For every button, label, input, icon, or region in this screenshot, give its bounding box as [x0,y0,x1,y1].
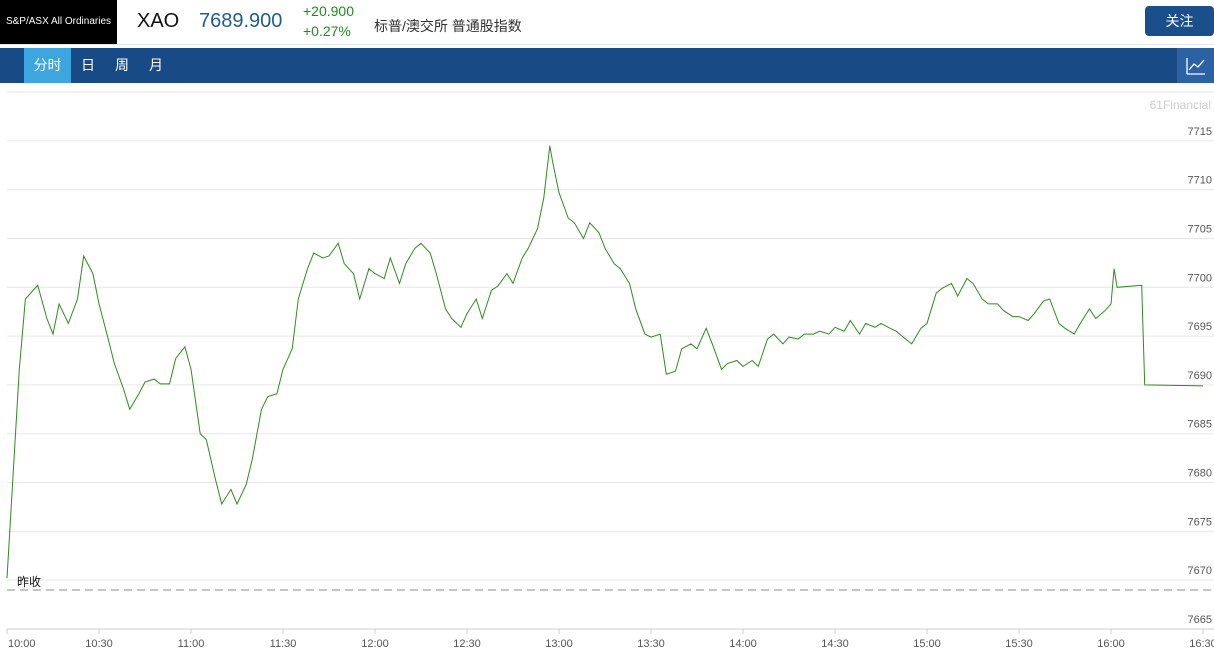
x-tick-label: 16:30 [1189,638,1214,650]
y-tick-label: 7670 [1188,565,1212,577]
tab-bar: 分时 日 周 月 [0,48,1214,83]
tab[interactable]: 周 [115,57,129,73]
y-tick-label: 7665 [1188,614,1212,626]
y-tick-label: 7680 [1188,468,1212,480]
x-tick-label: 13:00 [545,638,573,650]
tab[interactable]: 月 [149,57,163,73]
x-tick-label: 15:00 [913,638,941,650]
change: +20.900 [303,3,354,19]
symbol: XAO [137,10,180,32]
price: 7689.900 [199,10,283,32]
x-tick-label: 11:00 [178,638,205,650]
price-line [6,145,1204,579]
y-tick-label: 7675 [1188,516,1212,528]
y-tick-label: 7715 [1188,126,1212,138]
logo: S&P/ASX All Ordinaries [0,0,117,44]
x-tick-label: 15:30 [1005,638,1033,650]
follow-button[interactable]: 关注 [1145,6,1214,36]
prev-close-label: 昨收 [17,575,41,589]
chart-icon[interactable] [1177,48,1214,83]
tab[interactable]: 分时 [24,48,71,83]
header: S&P/ASX All Ordinaries XAO 7689.900 +20.… [0,0,1214,45]
x-tick-label: 10:30 [85,638,113,650]
index-name: 标普/澳交所 普通股指数 [374,18,522,34]
y-tick-label: 7695 [1188,321,1212,333]
watermark: 61Financial [1150,98,1211,112]
change-pct: +0.27% [303,23,351,39]
y-tick-label: 7690 [1188,370,1212,382]
y-tick-label: 7700 [1188,272,1212,284]
x-tick-label: 16:00 [1097,638,1125,650]
tab[interactable]: 日 [81,57,95,73]
y-tick-label: 7705 [1188,223,1212,235]
x-tick-label: 14:30 [821,638,849,650]
x-tick-label: 12:00 [361,638,389,650]
x-tick-label: 14:00 [729,638,757,650]
x-tick-label: 10:00 [8,638,36,650]
y-tick-label: 7710 [1188,175,1212,187]
x-tick-label: 11:30 [270,638,297,650]
y-tick-label: 7685 [1188,419,1212,431]
x-tick-label: 13:30 [637,638,665,650]
x-tick-label: 12:30 [453,638,481,650]
